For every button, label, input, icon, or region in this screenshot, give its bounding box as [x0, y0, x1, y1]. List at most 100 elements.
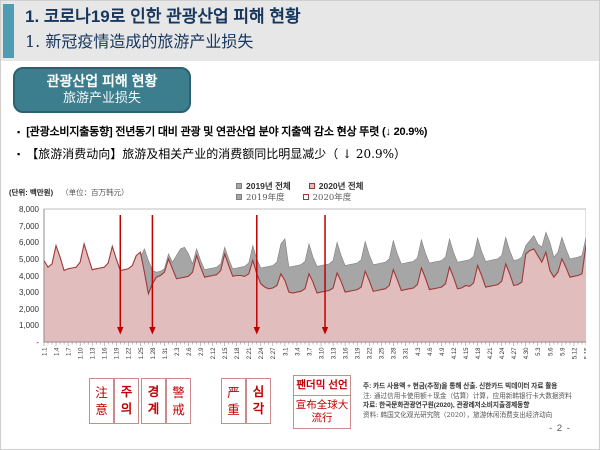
page-title-korean: 1. 코로나19로 인한 관광산업 피해 현황 [25, 7, 301, 26]
bullet-icon: ▪ [17, 149, 21, 159]
x-axis-label: 5.3 [536, 347, 542, 356]
y-axis-label: 1,000 [18, 321, 39, 331]
event-arrow-head [321, 327, 329, 335]
y-axis-label: 7,000 [18, 221, 39, 231]
page-number: - 2 - [549, 423, 571, 434]
x-axis-label: 2.21 [247, 347, 253, 359]
alert-box-serious: 严重 심각 [221, 378, 271, 424]
x-axis-label: 1.4 [54, 347, 60, 356]
x-axis-label: 3.31 [404, 347, 410, 359]
event-arrow-head [253, 327, 260, 335]
x-axis-label: 2.15 [223, 347, 229, 359]
badge-label-korean: 관광산업 피해 현황 [46, 73, 158, 89]
chart-legend: 2019년 전체 2020년 전체 2019年度 2020年度 [236, 180, 363, 203]
footnotes: 주: 카드 사용액 + 현금(추정)을 통해 산출. 신한카드 빅데이터 자료 … [363, 382, 599, 420]
alert-serious-ko: 심각 [246, 378, 271, 424]
x-axis-label: 3.13 [331, 347, 337, 359]
x-axis-label: 2.24 [259, 347, 265, 359]
y-axis-label: 3,000 [18, 288, 39, 298]
slide-header: 1. 코로나19로 인한 관광산업 피해 현황 1. 新冠疫情造成的旅游产业损失 [1, 1, 599, 61]
x-axis-label: 3.28 [392, 347, 398, 359]
unit-label-chinese: （单位：百万韩元） [61, 188, 129, 197]
page-title-chinese: 1. 新冠疫情造成的旅游产业损失 [25, 32, 254, 51]
legend-row-korean: 2019년 전체 2020년 전체 [236, 180, 363, 191]
alert-box-pandemic: 팬더믹 선언 宣布全球大流行 [293, 375, 351, 429]
bullet-chinese-text: 【旅游消费动向】旅游及相关产业的消费额同比明显减少（ ↓ 20.9%） [26, 147, 407, 161]
legend-label-2020-ko: 2020년 전체 [318, 180, 364, 191]
legend-label-2019-ko: 2019년 전체 [246, 180, 291, 191]
x-axis-label: 4.3 [416, 347, 422, 356]
y-axis-label: 4,000 [18, 271, 39, 281]
x-axis-label: 1.19 [115, 347, 121, 359]
alert-alert-zh: 警戒 [166, 378, 191, 424]
pandemic-label-chinese: 宣布全球大流行 [295, 399, 349, 424]
x-axis-label: 4.6 [428, 347, 434, 356]
x-axis-label: 3.25 [380, 347, 386, 359]
area-chart: 1.1 1.4 1.7 1.10 1.13 1.16 1.19 1.22 1.25 1.28 1.3… [42, 208, 586, 359]
x-axis-label: 4.21 [488, 347, 494, 359]
legend-swatch-2020-outline [302, 193, 309, 200]
footnote-source-ko: 주: 카드 사용액 + 현금(추정)을 통해 산출. 신한카드 빅데이터 자료 … [363, 383, 558, 390]
legend-swatch-2020 [308, 182, 315, 189]
alert-attention-ko: 주의 [114, 378, 139, 424]
y-axis: 8,000 7,000 6,000 5,000 4,000 3,000 2,000 1,000… [5, 201, 39, 361]
x-axis-label: 2.9 [199, 347, 205, 356]
bullet-korean: ▪ [관광소비지출동향] 전년동기 대비 관광 및 연관산업 분야 지출액 감소… [17, 125, 595, 140]
x-axis-label: 2.6 [187, 347, 193, 356]
x-axis-label: 4.24 [500, 347, 506, 359]
y-axis-label: - [36, 338, 39, 347]
x-axis-label: 2.3 [175, 347, 181, 356]
chart-unit-labels: (단위: 백만원) （单位：百万韩元） [9, 187, 129, 198]
x-axis-label: 5.9 [560, 347, 566, 356]
x-axis-label: 1.16 [103, 347, 109, 359]
y-axis-label: 2,000 [18, 304, 39, 314]
x-axis-label: 4.15 [464, 347, 470, 359]
x-axis-label: 3.10 [319, 347, 325, 359]
x-axis-label: 4.12 [452, 347, 458, 359]
x-axis-label: 4.18 [476, 347, 482, 359]
x-axis-label: 1.28 [151, 347, 157, 359]
alert-box-alert: 경계 警戒 [141, 378, 191, 424]
x-axis-label: 1.31 [163, 347, 169, 359]
x-axis-label: 5.12 [572, 347, 578, 359]
x-axis-label: 1.7 [66, 347, 72, 356]
legend-row-chinese: 2019年度 2020年度 [236, 191, 363, 203]
x-axis-label: 2.18 [235, 347, 241, 359]
series-2020-area [44, 243, 586, 342]
x-axis-label: 4.27 [512, 347, 518, 359]
alert-attention-zh: 注意 [89, 378, 114, 424]
alert-box-attention: 注意 주의 [89, 378, 139, 424]
footnote-data-ko: 자료: 한국문화관광연구원(2020), 관광레저소비지출경제동향 [363, 402, 530, 409]
x-axis-label: 3.19 [356, 347, 362, 359]
legend-swatch-2019 [236, 182, 242, 189]
x-axis-label: 5.6 [548, 347, 554, 356]
bullet-chinese: ▪ 【旅游消费动向】旅游及相关产业的消费额同比明显减少（ ↓ 20.9%） [17, 147, 595, 162]
x-axis-label: 1.1 [42, 347, 48, 356]
x-axis-label: 3.7 [307, 347, 313, 356]
unit-label-korean: (단위: 백만원) [9, 188, 54, 197]
footnote-data-zh: 资料: 韩国文化观光研究院（2020），旅游休闲消费支出经济动向 [363, 410, 553, 419]
x-axis-label: 1.13 [91, 347, 97, 359]
legend-label-2020-zh: 2020年度 [312, 192, 352, 203]
alert-serious-zh: 严重 [221, 378, 246, 424]
title-block: 1. 코로나19로 인한 관광산업 피해 현황 1. 新冠疫情造成的旅游产业损失 [25, 5, 595, 55]
badge-label-chinese: 旅游产业损失 [62, 91, 141, 106]
y-axis-label: 6,000 [18, 238, 39, 248]
series-2020-line [43, 241, 586, 296]
legend-label-2019-zh: 2019年度 [246, 192, 285, 203]
pandemic-label-korean: 팬더믹 선언 [294, 376, 350, 396]
bullet-list: ▪ [관광소비지출동향] 전년동기 대비 관광 및 연관산업 분야 지출액 감소… [17, 125, 595, 169]
legend-swatch-2019-outline [236, 193, 242, 200]
event-arrow-head [149, 327, 156, 335]
section-badge: 관광산업 피해 현황 旅游产业损失 [13, 67, 191, 113]
footnote-source-zh: 注: 通过信用卡使用额＋现金（估算）计算，应用新韩银行卡大数据资料 [363, 391, 572, 400]
x-axis-label: 3.4 [295, 347, 301, 356]
x-axis-label: 4.30 [524, 347, 530, 359]
x-axis-label: 3.22 [368, 347, 374, 359]
y-axis-label: 8,000 [18, 205, 39, 214]
bullet-icon: ▪ [17, 127, 21, 137]
x-axis-label: 3.1 [283, 347, 289, 356]
event-arrow-head [117, 327, 124, 335]
bullet-korean-text: [관광소비지출동향] 전년동기 대비 관광 및 연관산업 분야 지출액 감소 현… [26, 126, 428, 138]
